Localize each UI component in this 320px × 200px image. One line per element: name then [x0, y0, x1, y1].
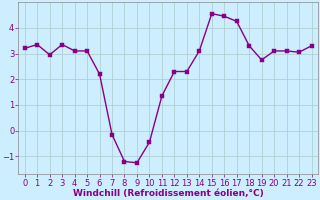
- X-axis label: Windchill (Refroidissement éolien,°C): Windchill (Refroidissement éolien,°C): [73, 189, 263, 198]
